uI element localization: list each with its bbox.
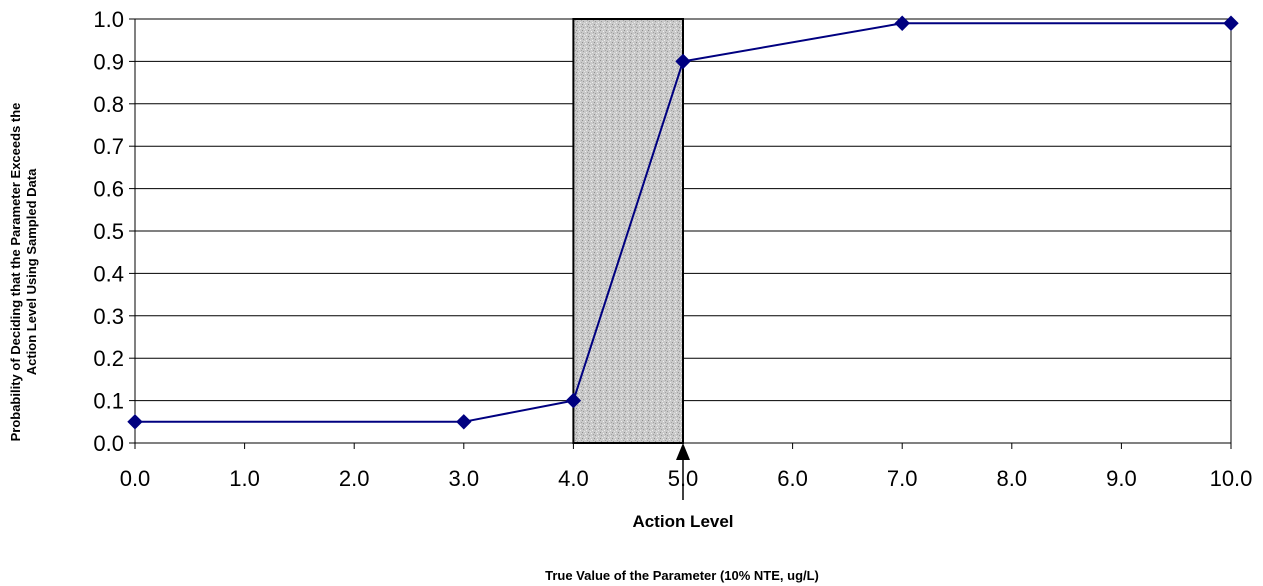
x-tick-label: 8.0 bbox=[997, 466, 1028, 491]
x-tick-label: 9.0 bbox=[1106, 466, 1137, 491]
y-tick-labels: 0.0 0.1 0.2 0.3 0.4 0.5 0.6 0.7 0.8 0.9 1.0 bbox=[93, 7, 124, 456]
data-point bbox=[456, 414, 472, 430]
data-point bbox=[1223, 15, 1239, 31]
data-point bbox=[565, 392, 582, 409]
annotations: Action Level bbox=[632, 443, 734, 531]
y-axis-title-line-1: Probability of Deciding that the Paramet… bbox=[8, 103, 23, 442]
x-tick-labels: 0.0 1.0 2.0 3.0 4.0 5.0 6.0 7.0 8.0 9.0 10.0 bbox=[120, 466, 1253, 491]
x-tick-label: 0.0 bbox=[120, 466, 151, 491]
action-level-arrow-head bbox=[676, 443, 690, 460]
y-axis-title-line-2: Action Level Using Sampled Data bbox=[24, 168, 39, 375]
y-tick-label: 0.3 bbox=[93, 304, 124, 329]
y-axis-title: Probability of Deciding that the Paramet… bbox=[8, 103, 39, 442]
y-tick-label: 0.8 bbox=[93, 92, 124, 117]
x-tick-label: 4.0 bbox=[558, 466, 589, 491]
y-tick-label: 0.4 bbox=[93, 261, 124, 286]
y-tick-label: 0.9 bbox=[93, 49, 124, 74]
x-tick-label: 1.0 bbox=[229, 466, 260, 491]
data-point bbox=[894, 15, 910, 31]
y-tick-label: 0.6 bbox=[93, 177, 124, 202]
data-point bbox=[127, 414, 143, 430]
series-layer bbox=[127, 15, 1239, 430]
x-tick-label: 3.0 bbox=[449, 466, 480, 491]
x-tick-label: 2.0 bbox=[339, 466, 370, 491]
series-line-0 bbox=[135, 22, 1231, 423]
y-tick-label: 1.0 bbox=[93, 7, 124, 32]
x-tick-label: 10.0 bbox=[1210, 466, 1253, 491]
x-axis-title: True Value of the Parameter (10% NTE, ug… bbox=[545, 568, 819, 583]
y-tick-label: 0.2 bbox=[93, 346, 124, 371]
y-tick-label: 0.7 bbox=[93, 134, 124, 159]
data-point bbox=[675, 53, 691, 70]
y-tick-label: 0.5 bbox=[93, 219, 124, 244]
action-level-label: Action Level bbox=[632, 512, 733, 531]
x-tick-label: 6.0 bbox=[777, 466, 808, 491]
x-tick-label: 7.0 bbox=[887, 466, 918, 491]
y-tick-label: 0.0 bbox=[93, 431, 124, 456]
y-tick-label: 0.1 bbox=[93, 389, 124, 414]
